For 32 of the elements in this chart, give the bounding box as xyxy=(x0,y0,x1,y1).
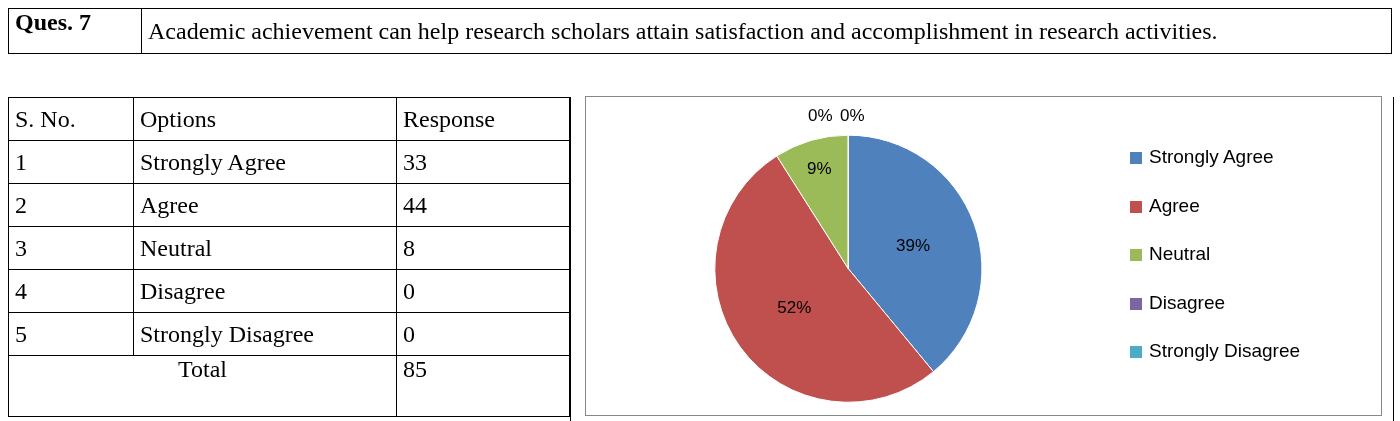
text: 1 xyxy=(8,140,134,184)
text: 44 xyxy=(396,183,570,227)
category-label: Disagree xyxy=(140,277,226,304)
legend-label: Disagree xyxy=(1149,291,1226,314)
text: 85 xyxy=(396,355,570,417)
legend-label: Strongly Agree xyxy=(1149,146,1274,168)
text: Ques. 7 xyxy=(8,8,142,54)
legend-label: Neutral xyxy=(1149,243,1211,265)
data-label: 39% xyxy=(896,235,931,255)
text: Total xyxy=(8,355,397,417)
text: 8 xyxy=(396,226,570,270)
text: 3 xyxy=(8,226,134,270)
text: Options xyxy=(133,97,397,141)
text: 33 xyxy=(396,140,570,184)
category-label: Strongly Disagree xyxy=(140,320,314,347)
text: 5 xyxy=(8,312,134,356)
category-label: Neutral xyxy=(140,234,212,261)
category-label: Strongly Agree xyxy=(140,148,286,175)
text: 0% xyxy=(840,106,865,125)
text: 0 xyxy=(396,312,570,356)
text: 0% xyxy=(808,106,833,125)
legend-label: Agree xyxy=(1149,194,1200,217)
legend-label: Strongly Disagree xyxy=(1149,340,1301,362)
text: 2 xyxy=(8,183,134,227)
text: S. No. xyxy=(8,97,134,141)
data-label: 9% xyxy=(806,158,832,178)
text: 4 xyxy=(8,269,134,313)
chart-subtitle: Academic achievement can help research scholars attain satisfaction and accomplishment in research activities. xyxy=(141,8,1392,54)
category-label: Agree xyxy=(140,191,199,218)
text: 0 xyxy=(396,269,570,313)
text: Response xyxy=(396,97,570,141)
data-label: 52% xyxy=(777,298,812,318)
